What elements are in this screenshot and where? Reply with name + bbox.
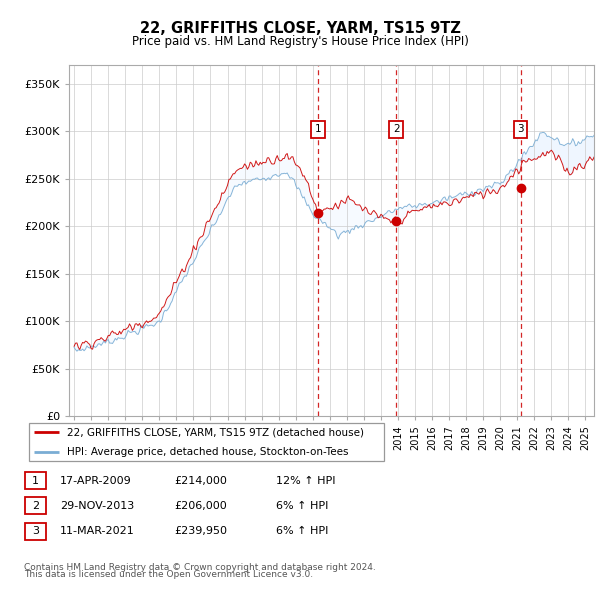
Text: 2: 2 — [393, 124, 400, 135]
Text: £239,950: £239,950 — [174, 526, 227, 536]
Text: 3: 3 — [32, 526, 39, 536]
Text: 3: 3 — [517, 124, 524, 135]
Text: This data is licensed under the Open Government Licence v3.0.: This data is licensed under the Open Gov… — [24, 571, 313, 579]
Text: 22, GRIFFITHS CLOSE, YARM, TS15 9TZ: 22, GRIFFITHS CLOSE, YARM, TS15 9TZ — [140, 21, 460, 35]
Text: 17-APR-2009: 17-APR-2009 — [60, 476, 132, 486]
FancyBboxPatch shape — [25, 472, 46, 489]
Text: 1: 1 — [32, 476, 39, 486]
Text: 29-NOV-2013: 29-NOV-2013 — [60, 501, 134, 511]
Text: 6% ↑ HPI: 6% ↑ HPI — [276, 501, 328, 511]
Text: £214,000: £214,000 — [174, 476, 227, 486]
FancyBboxPatch shape — [25, 523, 46, 540]
FancyBboxPatch shape — [25, 497, 46, 514]
Text: 6% ↑ HPI: 6% ↑ HPI — [276, 526, 328, 536]
Text: Price paid vs. HM Land Registry's House Price Index (HPI): Price paid vs. HM Land Registry's House … — [131, 35, 469, 48]
Text: 1: 1 — [314, 124, 321, 135]
Text: Contains HM Land Registry data © Crown copyright and database right 2024.: Contains HM Land Registry data © Crown c… — [24, 563, 376, 572]
Text: 22, GRIFFITHS CLOSE, YARM, TS15 9TZ (detached house): 22, GRIFFITHS CLOSE, YARM, TS15 9TZ (det… — [67, 427, 364, 437]
Text: 2: 2 — [32, 501, 39, 511]
Text: HPI: Average price, detached house, Stockton-on-Tees: HPI: Average price, detached house, Stoc… — [67, 447, 348, 457]
FancyBboxPatch shape — [29, 423, 385, 461]
Text: 12% ↑ HPI: 12% ↑ HPI — [276, 476, 335, 486]
Text: £206,000: £206,000 — [174, 501, 227, 511]
Text: 11-MAR-2021: 11-MAR-2021 — [60, 526, 135, 536]
